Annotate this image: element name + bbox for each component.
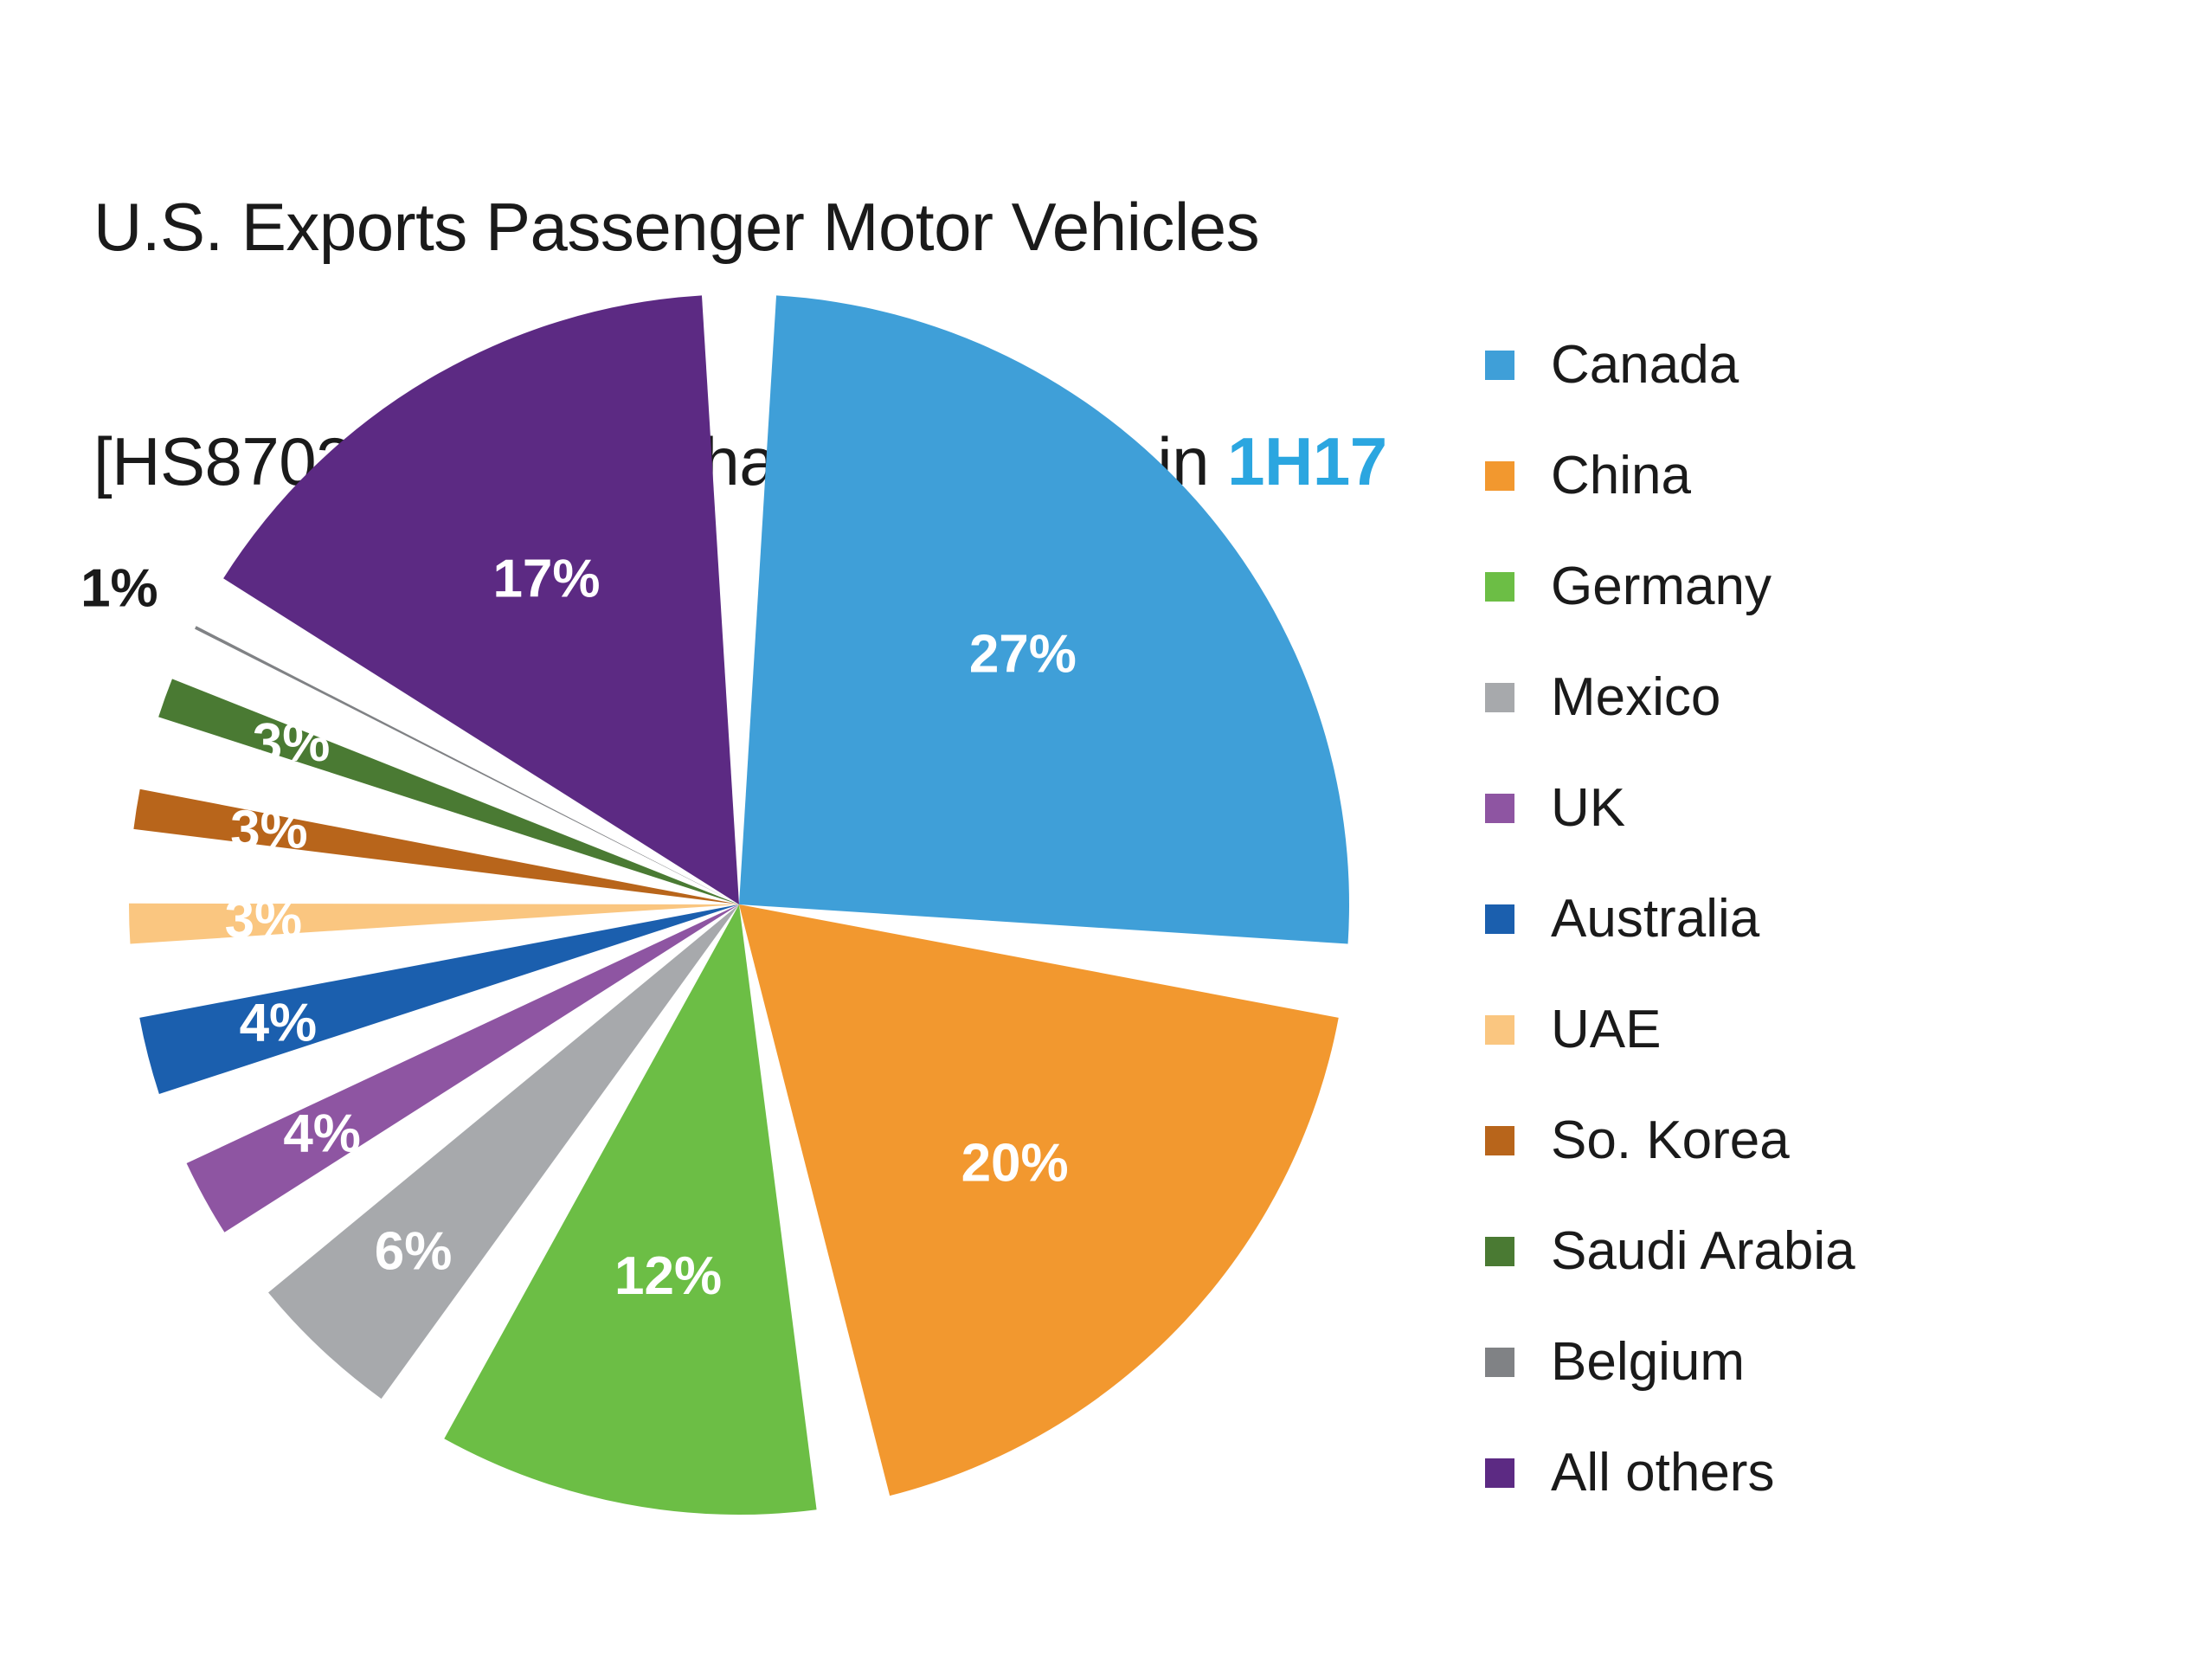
legend-item-mexico[interactable]: Mexico [1485,642,2091,753]
legend-swatch-icon [1485,683,1514,712]
legend-item-label: Canada [1551,335,1739,395]
legend-item-all-others[interactable]: All others [1485,1418,2091,1529]
legend-swatch-icon [1485,572,1514,602]
pie-slice-label-germany: 12% [614,1246,722,1306]
pie-slice-label-mexico: 6% [375,1221,453,1281]
legend-swatch-icon [1485,1458,1514,1488]
pie-slice-label-saudi-arabia: 3% [253,713,331,773]
legend-item-saudi-arabia[interactable]: Saudi Arabia [1485,1196,2091,1307]
pie-slice-belgium[interactable] [195,626,739,904]
legend-item-uk[interactable]: UK [1485,753,2091,864]
pie-slice-saudi-arabia[interactable] [158,679,739,904]
legend-item-label: So. Korea [1551,1110,1790,1170]
chart-legend: Canada China Germany Mexico UK Australia UAE So… [1485,310,2091,1529]
legend-swatch-icon [1485,904,1514,934]
legend-swatch-icon [1485,1348,1514,1377]
pie-slice-label-all-others: 17% [492,549,600,608]
title-period-highlight: 1H17 [1227,423,1387,500]
legend-item-belgium[interactable]: Belgium [1485,1307,2091,1418]
legend-swatch-icon [1485,1015,1514,1045]
legend-swatch-icon [1485,1126,1514,1155]
legend-swatch-icon [1485,461,1514,491]
pie-slice-canada[interactable] [739,295,1349,944]
legend-item-label: Belgium [1551,1332,1745,1392]
legend-item-germany[interactable]: Germany [1485,531,2091,642]
legend-item-label: UK [1551,778,1626,838]
legend-item-label: Australia [1551,889,1760,949]
legend-item-so-korea[interactable]: So. Korea [1485,1085,2091,1196]
legend-item-label: Mexico [1551,667,1721,727]
legend-item-uae[interactable]: UAE [1485,975,2091,1085]
pie-slice-germany[interactable] [444,904,817,1515]
pie-slice-australia[interactable] [139,904,739,1095]
pie-slice-uk[interactable] [186,904,740,1232]
legend-swatch-icon [1485,794,1514,823]
legend-item-label: China [1551,446,1691,505]
pie-label-group: 27%20%12%6%4%4%3%3%3%1% 17% [80,549,1077,1306]
legend-item-label: UAE [1551,1000,1662,1059]
pie-slice-label-uae: 3% [225,890,303,949]
pie-slice-label-uk: 4% [283,1104,361,1163]
pie-slice-label-so-korea: 3% [230,800,308,859]
pie-slice-mexico[interactable] [268,904,740,1400]
pie-slice-so-korea[interactable] [133,788,739,904]
pie-chart: 27% 20% 12% 6% 4% 4% 3% 3% 3% 1% 17% [0,251,1471,1601]
pie-slice-uae[interactable] [129,903,739,944]
legend-item-label: Saudi Arabia [1551,1221,1855,1281]
pie-slice-label-canada: 27% [969,624,1077,684]
pie-slice-label-belgium: 1% [80,559,158,619]
legend-item-canada[interactable]: Canada [1485,310,2091,421]
legend-item-australia[interactable]: Australia [1485,864,2091,975]
pie-slice-label-australia: 4% [240,993,318,1052]
legend-item-label: Germany [1551,557,1772,616]
pie-slice-all-others[interactable] [223,295,739,905]
pie-slice-group [129,295,1349,1515]
legend-swatch-icon [1485,351,1514,380]
legend-swatch-icon [1485,1237,1514,1266]
legend-item-china[interactable]: China [1485,421,2091,531]
title-line-1: U.S. Exports Passenger Motor Vehicles [93,188,1260,265]
pie-slice-label-china: 20% [961,1134,1069,1194]
pie-slice-china[interactable] [739,904,1339,1496]
pie-chart-svg: 27%20%12%6%4%4%3%3%3%1% 17% [80,295,1349,1515]
legend-item-label: All others [1551,1443,1775,1503]
